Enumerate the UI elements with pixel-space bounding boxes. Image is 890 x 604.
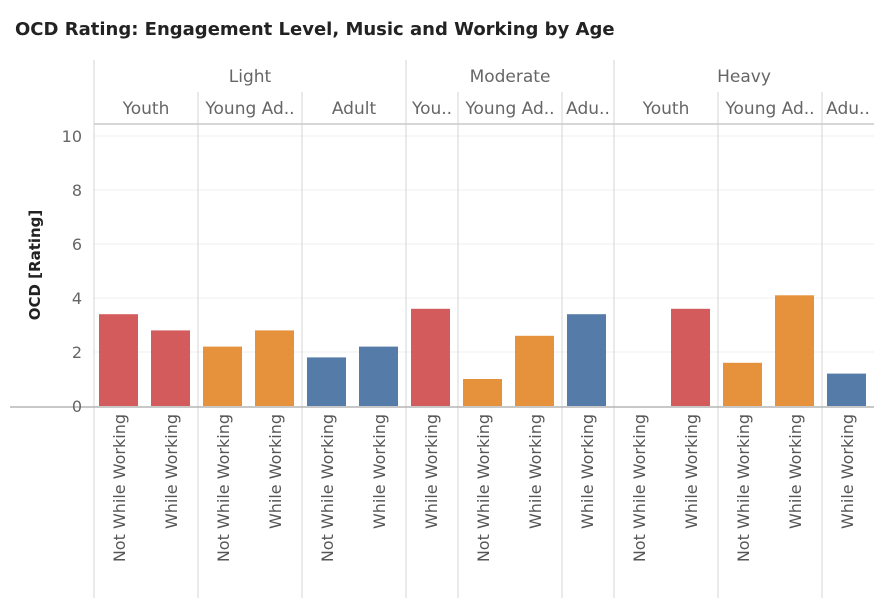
category-label: Not While Working xyxy=(474,414,493,562)
age-group-header: Youth xyxy=(122,99,170,119)
age-group-header: Young Ad.. xyxy=(724,99,814,119)
engagement-level-header: Light xyxy=(229,67,272,87)
bar xyxy=(307,357,346,406)
bar xyxy=(359,346,398,406)
y-tick-label: 10 xyxy=(62,127,82,146)
category-label: Not While Working xyxy=(630,414,649,562)
category-label: Not While Working xyxy=(734,414,753,562)
category-label: Not While Working xyxy=(214,414,233,562)
y-tick-label: 8 xyxy=(72,181,82,200)
category-label: While Working xyxy=(266,414,285,529)
chart-title: OCD Rating: Engagement Level, Music and … xyxy=(15,19,615,40)
bar xyxy=(671,308,710,406)
category-label: While Working xyxy=(162,414,181,529)
bar xyxy=(827,373,866,406)
category-label: While Working xyxy=(422,414,441,529)
category-label: Not While Working xyxy=(318,414,337,562)
y-axis-label: OCD [Rating] xyxy=(26,210,44,321)
category-label: While Working xyxy=(526,414,545,529)
bar xyxy=(515,335,554,406)
y-tick-label: 2 xyxy=(72,343,82,362)
age-group-header: Adu.. xyxy=(566,99,610,119)
category-label: While Working xyxy=(682,414,701,529)
age-group-header: Adu.. xyxy=(826,99,870,119)
y-tick-label: 4 xyxy=(72,289,82,308)
engagement-level-header: Heavy xyxy=(717,67,771,87)
y-tick-label: 6 xyxy=(72,235,82,254)
bar xyxy=(463,379,502,406)
engagement-level-header: Moderate xyxy=(470,67,551,87)
bar xyxy=(723,362,762,406)
category-label: While Working xyxy=(786,414,805,529)
y-tick-label: 0 xyxy=(72,397,82,416)
bar xyxy=(99,314,138,406)
bar xyxy=(151,330,190,406)
age-group-header: You.. xyxy=(411,99,452,119)
bar xyxy=(411,308,450,406)
category-label: While Working xyxy=(370,414,389,529)
bar xyxy=(775,295,814,406)
age-group-header: Adult xyxy=(332,99,377,119)
bar xyxy=(203,346,242,406)
category-label: While Working xyxy=(578,414,597,529)
category-label: Not While Working xyxy=(110,414,129,562)
category-label: While Working xyxy=(838,414,857,529)
age-group-header: Youth xyxy=(642,99,690,119)
bar xyxy=(567,314,606,406)
age-group-header: Young Ad.. xyxy=(464,99,554,119)
bar xyxy=(255,330,294,406)
age-group-header: Young Ad.. xyxy=(204,99,294,119)
